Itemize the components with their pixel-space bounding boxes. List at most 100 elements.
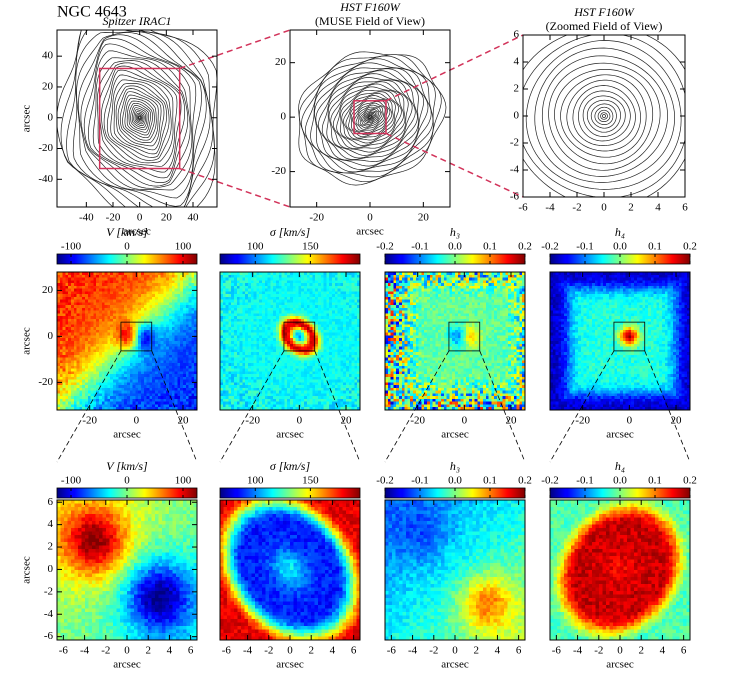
map-pixel: [239, 324, 243, 328]
map-pixel: [113, 352, 117, 356]
map-pixel: [262, 360, 266, 364]
map-pixel: [149, 341, 153, 345]
map-pixel: [82, 387, 86, 392]
contour: [80, 38, 197, 191]
map-pixel: [135, 332, 139, 336]
map-pixel: [290, 404, 294, 408]
map-pixel: [107, 404, 111, 408]
map-pixel: [340, 346, 344, 350]
map-pixel: [278, 357, 282, 361]
map-pixel: [278, 376, 282, 381]
map-pixel: [138, 294, 142, 298]
map-pixel: [320, 404, 324, 408]
map-pixel: [236, 283, 240, 287]
map-pixel: [68, 324, 72, 328]
map-pixel: [276, 321, 280, 325]
map-pixel: [149, 329, 153, 334]
map-pixel: [104, 280, 108, 284]
map-pixel: [250, 398, 254, 403]
map-pixel: [295, 327, 299, 331]
map-pixel: [287, 404, 291, 408]
map-pixel: [71, 324, 75, 328]
map-pixel: [155, 294, 159, 298]
map-pixel: [262, 272, 266, 276]
map-pixel: [309, 299, 313, 303]
map-pixel: [146, 360, 150, 364]
map-pixel: [99, 371, 103, 375]
map-pixel: [185, 376, 189, 381]
map-pixel: [298, 283, 302, 287]
map-pixel: [166, 305, 170, 309]
map-pixel: [337, 332, 341, 336]
map-pixel: [149, 313, 153, 317]
map-pixel: [256, 318, 260, 323]
map-pixel: [152, 272, 156, 276]
map-pixel: [73, 302, 77, 306]
map-pixel: [132, 277, 136, 281]
map-pixel: [79, 272, 83, 276]
map-pixel: [188, 285, 192, 289]
map-pixel: [127, 368, 131, 372]
map-pixel: [284, 291, 288, 295]
map-pixel: [191, 401, 195, 405]
map-pixel: [93, 277, 97, 281]
map-pixel: [73, 305, 77, 309]
map-pixel: [62, 382, 66, 386]
map-pixel: [259, 379, 263, 383]
map-pixel: [346, 283, 350, 287]
map-pixel: [245, 280, 249, 284]
map-pixel: [323, 294, 327, 298]
map-pixel: [262, 302, 266, 306]
map-pixel: [250, 313, 254, 317]
map-pixel: [96, 318, 100, 323]
map-pixel: [264, 291, 268, 295]
map-pixel: [264, 385, 268, 389]
map-pixel: [141, 401, 145, 405]
map-pixel: [163, 329, 167, 334]
map-pixel: [332, 338, 336, 342]
map-pixel: [348, 382, 352, 386]
map-pixel: [191, 305, 195, 309]
map-pixel: [292, 357, 296, 361]
map-pixel: [124, 283, 128, 287]
map-pixel: [236, 354, 240, 358]
map-pixel: [104, 398, 108, 403]
map-pixel: [318, 387, 322, 392]
map-pixel: [96, 365, 100, 369]
map-pixel: [113, 385, 117, 389]
map-pixel: [174, 285, 178, 289]
map-pixel: [93, 321, 97, 325]
map-pixel: [96, 274, 100, 278]
map-pixel: [118, 396, 122, 400]
map-pixel: [220, 349, 224, 353]
map-pixel: [149, 274, 153, 278]
map-pixel: [138, 374, 142, 378]
map-pixel: [155, 302, 159, 306]
map-pixel: [318, 338, 322, 342]
map-pixel: [253, 318, 257, 323]
map-pixel: [343, 316, 347, 320]
map-pixel: [155, 393, 159, 397]
map-pixel: [174, 318, 178, 323]
map-pixel: [290, 374, 294, 378]
map-pixel: [96, 354, 100, 358]
map-pixel: [284, 321, 288, 325]
map-pixel: [225, 324, 229, 328]
map-pixel: [157, 283, 161, 287]
map-pixel: [329, 318, 333, 323]
map-pixel: [185, 272, 189, 276]
map-pixel: [225, 398, 229, 403]
map-pixel: [157, 374, 161, 378]
map-pixel: [318, 327, 322, 331]
map-pixel: [135, 365, 139, 369]
map-pixel: [149, 307, 153, 312]
map-pixel: [228, 307, 232, 312]
map-pixel: [239, 274, 243, 278]
map-pixel: [110, 283, 114, 287]
map-pixel: [87, 396, 91, 400]
map-pixel: [231, 371, 235, 375]
map-pixel: [143, 280, 147, 284]
map-pixel: [222, 302, 226, 306]
map-pixel: [259, 324, 263, 328]
map-pixel: [135, 305, 139, 309]
